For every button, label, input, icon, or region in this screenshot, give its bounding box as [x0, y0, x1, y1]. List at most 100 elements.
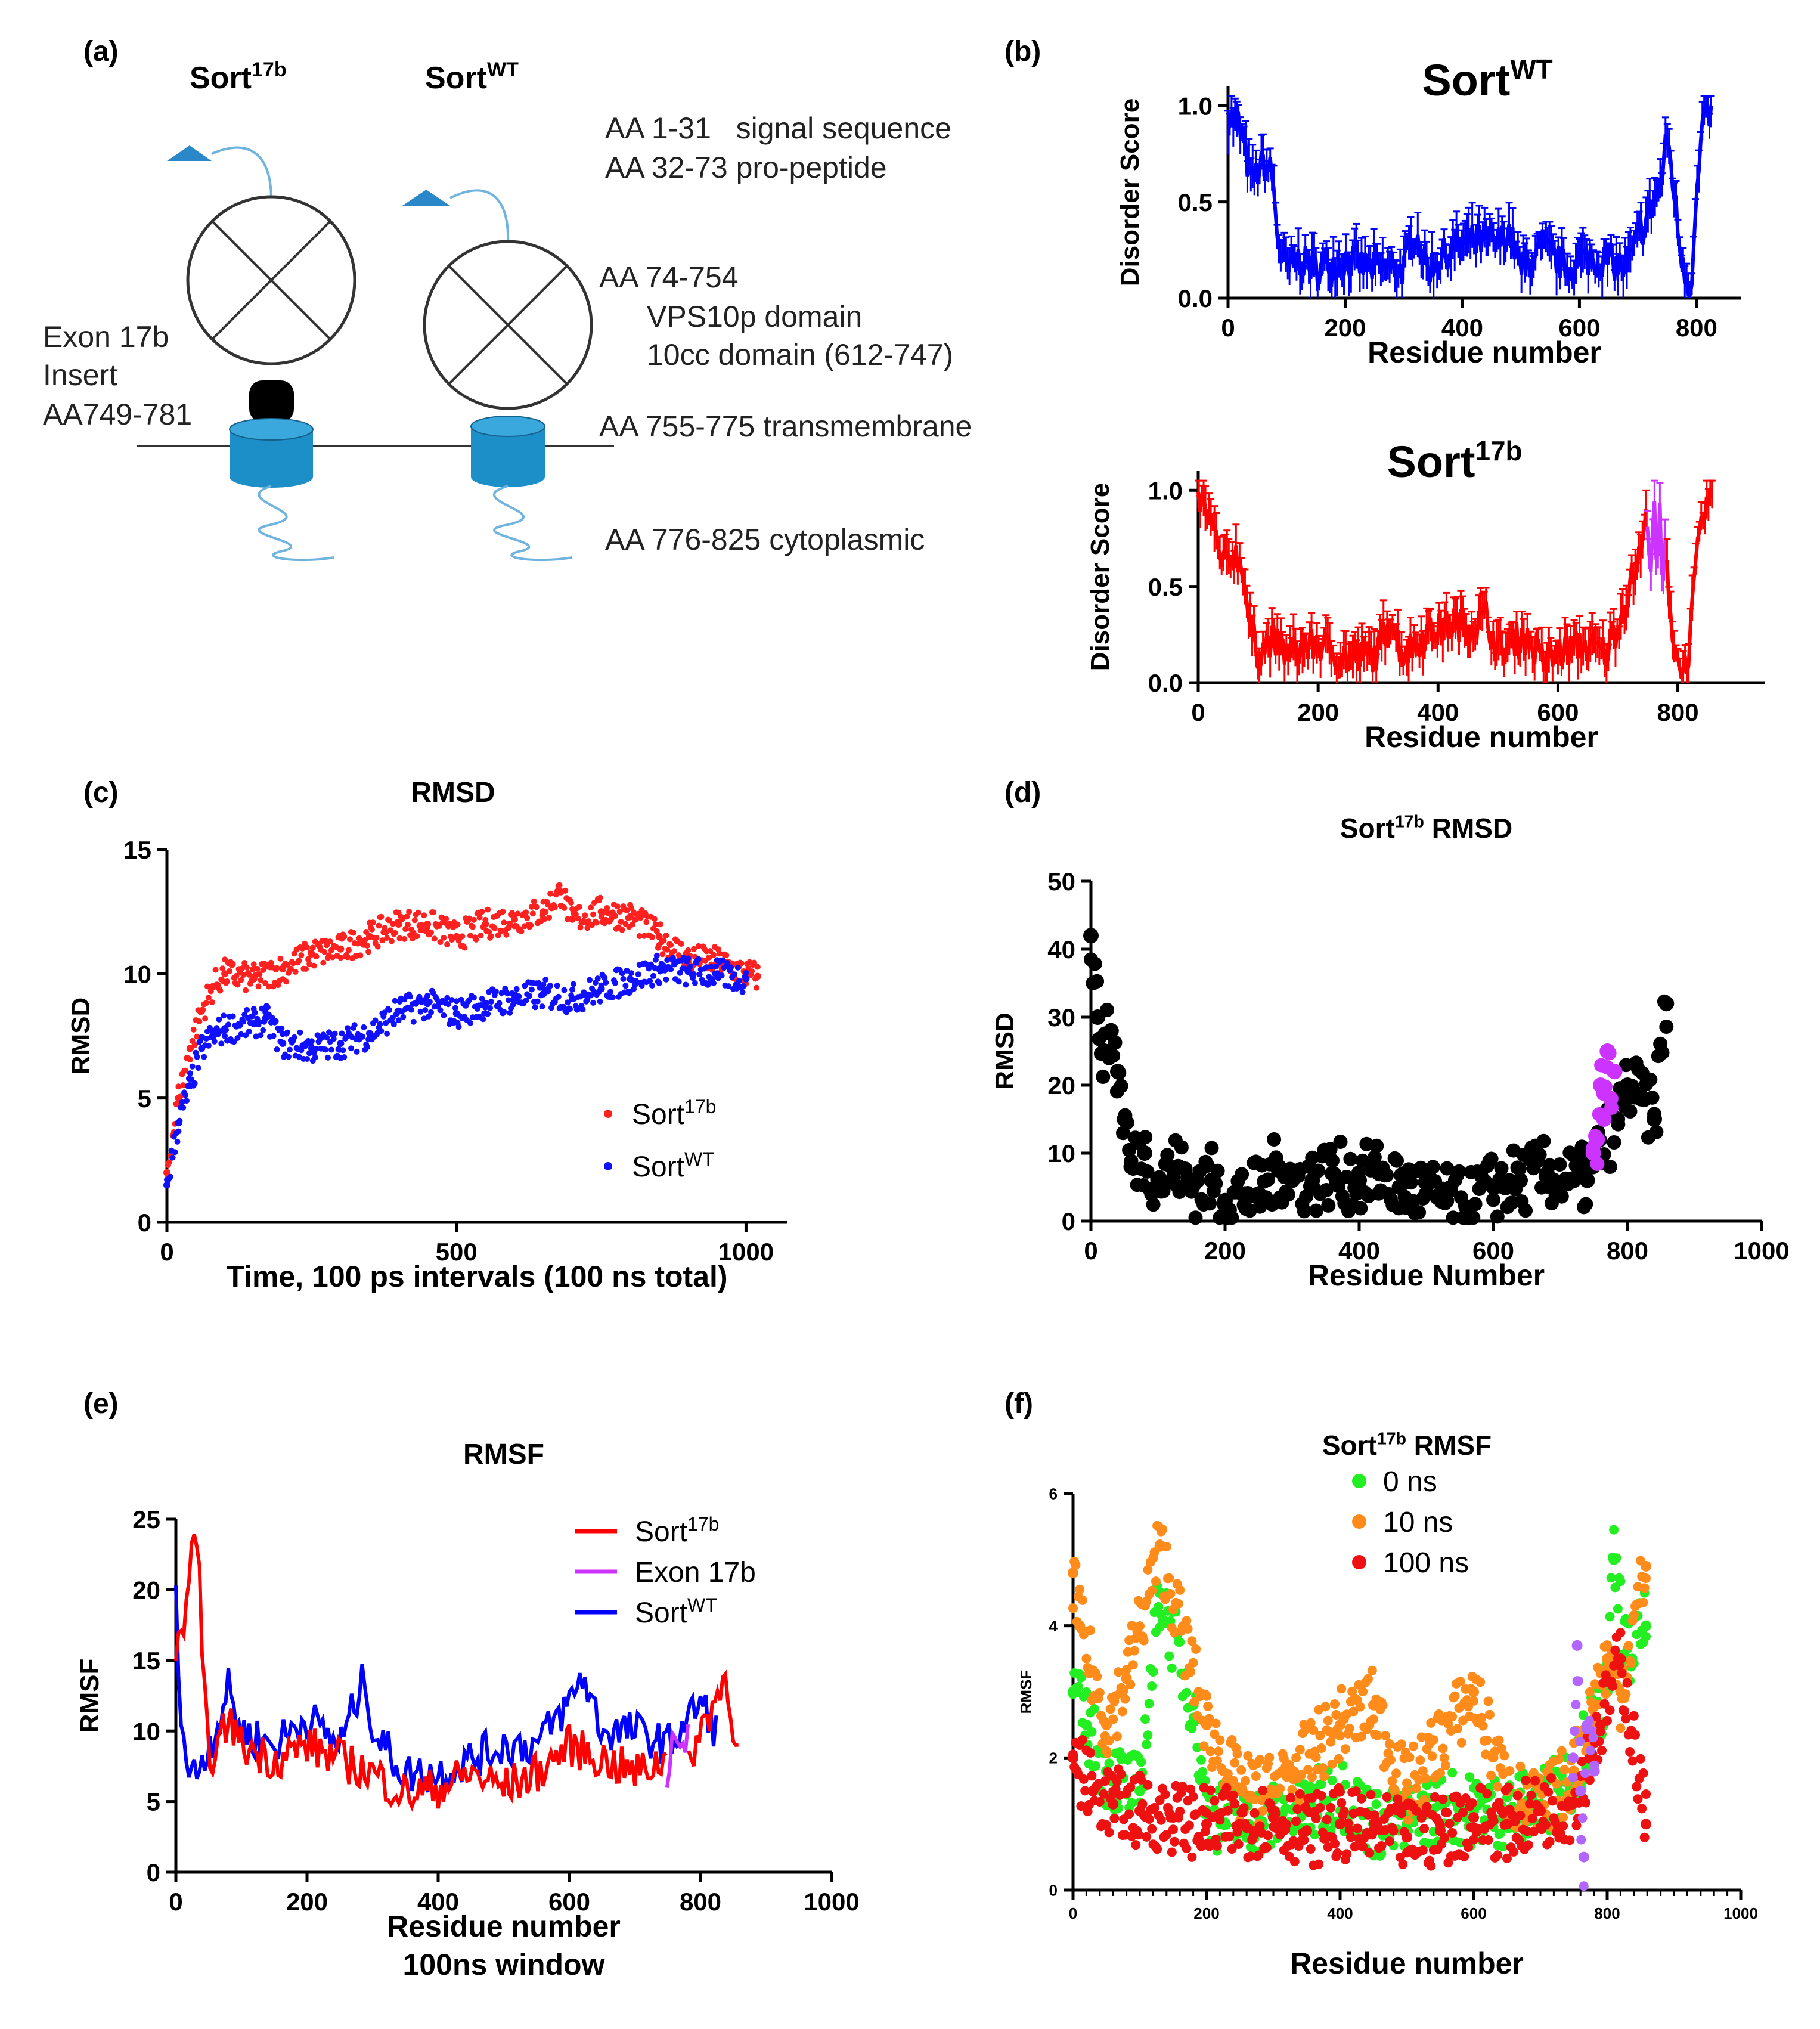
data-point	[1353, 1823, 1363, 1833]
data-point	[1316, 1743, 1326, 1753]
data-point	[455, 1024, 462, 1030]
data-point	[266, 983, 272, 990]
y-tick-label: 0.5	[1148, 573, 1183, 601]
chart-title: SortWT	[1422, 54, 1552, 105]
cytoplasmic-tail	[493, 485, 573, 562]
data-point	[1223, 1768, 1233, 1779]
data-point	[1438, 1794, 1448, 1804]
chart-sort17b-disorder: 0 200 400 600 800 0.0 0.5 1.0 Residue number Diso…	[1086, 435, 1765, 754]
data-point	[438, 914, 445, 921]
data-point	[1515, 1761, 1526, 1771]
legend: Sort17b Exon 17b SortWT	[575, 1513, 756, 1629]
data-point	[383, 1020, 389, 1026]
data-point	[1355, 1702, 1365, 1712]
data-point	[1526, 1791, 1536, 1800]
data-point	[1135, 1621, 1145, 1631]
data-point	[1570, 1726, 1580, 1736]
data-point	[678, 941, 684, 947]
data-point	[1554, 1189, 1569, 1204]
x-tick-label: 0	[169, 1888, 182, 1916]
data-point-anchor	[627, 975, 634, 983]
data-point	[1232, 1749, 1242, 1759]
data-point	[1505, 1766, 1515, 1776]
data-point-anchor	[1068, 1568, 1078, 1578]
data-point	[1249, 1808, 1260, 1818]
data-point	[1422, 1802, 1432, 1812]
data-point	[1230, 1758, 1239, 1768]
data-point	[661, 962, 667, 969]
data-point-anchor	[452, 1010, 460, 1017]
data-point	[1633, 1794, 1643, 1804]
data-point	[685, 947, 692, 953]
data-point	[272, 1018, 279, 1024]
data-point	[661, 937, 667, 944]
x-tick-label: 0	[1084, 1237, 1097, 1265]
data-point	[1127, 1798, 1137, 1808]
data-point	[1149, 1802, 1159, 1813]
data-point-anchor	[1134, 1785, 1145, 1796]
y-axis-label: Disorder Score	[1115, 98, 1145, 286]
data-point	[1461, 1793, 1471, 1803]
data-point	[653, 928, 660, 934]
data-point	[1444, 1819, 1455, 1829]
data-point	[1119, 1686, 1129, 1696]
series-line	[665, 1724, 690, 1788]
data-point	[1233, 1839, 1244, 1849]
data-point	[1384, 1739, 1394, 1749]
data-point	[1264, 1752, 1275, 1762]
data-point	[341, 1054, 348, 1060]
data-point	[612, 980, 618, 986]
panel-label-c: (c)	[83, 777, 119, 808]
data-point	[569, 986, 575, 993]
data-point	[395, 1017, 402, 1024]
data-point	[454, 921, 461, 928]
data-point	[441, 1012, 447, 1018]
chart-title: Sort17b RMSF	[1322, 1430, 1492, 1461]
data-point	[1371, 1799, 1381, 1810]
data-point	[1174, 1140, 1189, 1155]
data-point	[1623, 1641, 1633, 1651]
data-point	[1228, 1790, 1238, 1800]
data-point	[523, 998, 529, 1004]
data-point	[1447, 1828, 1458, 1838]
data-point-anchor	[1641, 1620, 1651, 1631]
data-point	[728, 964, 734, 971]
data-point	[1580, 1768, 1590, 1779]
data-point	[1187, 1636, 1197, 1646]
data-point	[1559, 1765, 1570, 1775]
data-point	[1291, 1816, 1301, 1826]
data-point	[650, 972, 656, 979]
y-tick-label: 5	[147, 1788, 160, 1816]
data-point	[507, 1009, 513, 1016]
data-point	[254, 965, 261, 972]
data-point	[351, 1022, 358, 1029]
legend-label: SortWT	[635, 1594, 717, 1629]
data-point	[649, 983, 656, 989]
data-point	[431, 935, 438, 942]
data-point	[1212, 1841, 1222, 1851]
data-point	[1464, 1842, 1473, 1852]
data-point-anchor	[1575, 1785, 1586, 1796]
data-point	[1087, 956, 1102, 971]
x-tick-label: 0	[1069, 1904, 1077, 1922]
data-point	[1602, 1160, 1617, 1174]
data-point	[340, 1047, 346, 1054]
y-tick-label: 15	[132, 1647, 160, 1675]
data-point	[1494, 1735, 1504, 1745]
data-point	[1102, 1820, 1111, 1830]
y-tick-label: 2	[1049, 1749, 1058, 1767]
data-point	[418, 922, 425, 928]
x-tick-label: 600	[1537, 698, 1579, 726]
data-point	[1330, 1839, 1340, 1849]
data-point-anchor	[1335, 1719, 1345, 1730]
data-point	[651, 916, 658, 922]
data-point	[1142, 1739, 1152, 1749]
data-point	[473, 936, 479, 943]
data-point	[1605, 1705, 1615, 1715]
data-point	[1467, 1798, 1477, 1808]
data-point	[341, 933, 348, 940]
data-point-anchor	[1589, 1132, 1605, 1148]
x-tick-label: 1000	[804, 1888, 859, 1916]
data-point	[476, 914, 483, 921]
data-point	[668, 966, 674, 972]
